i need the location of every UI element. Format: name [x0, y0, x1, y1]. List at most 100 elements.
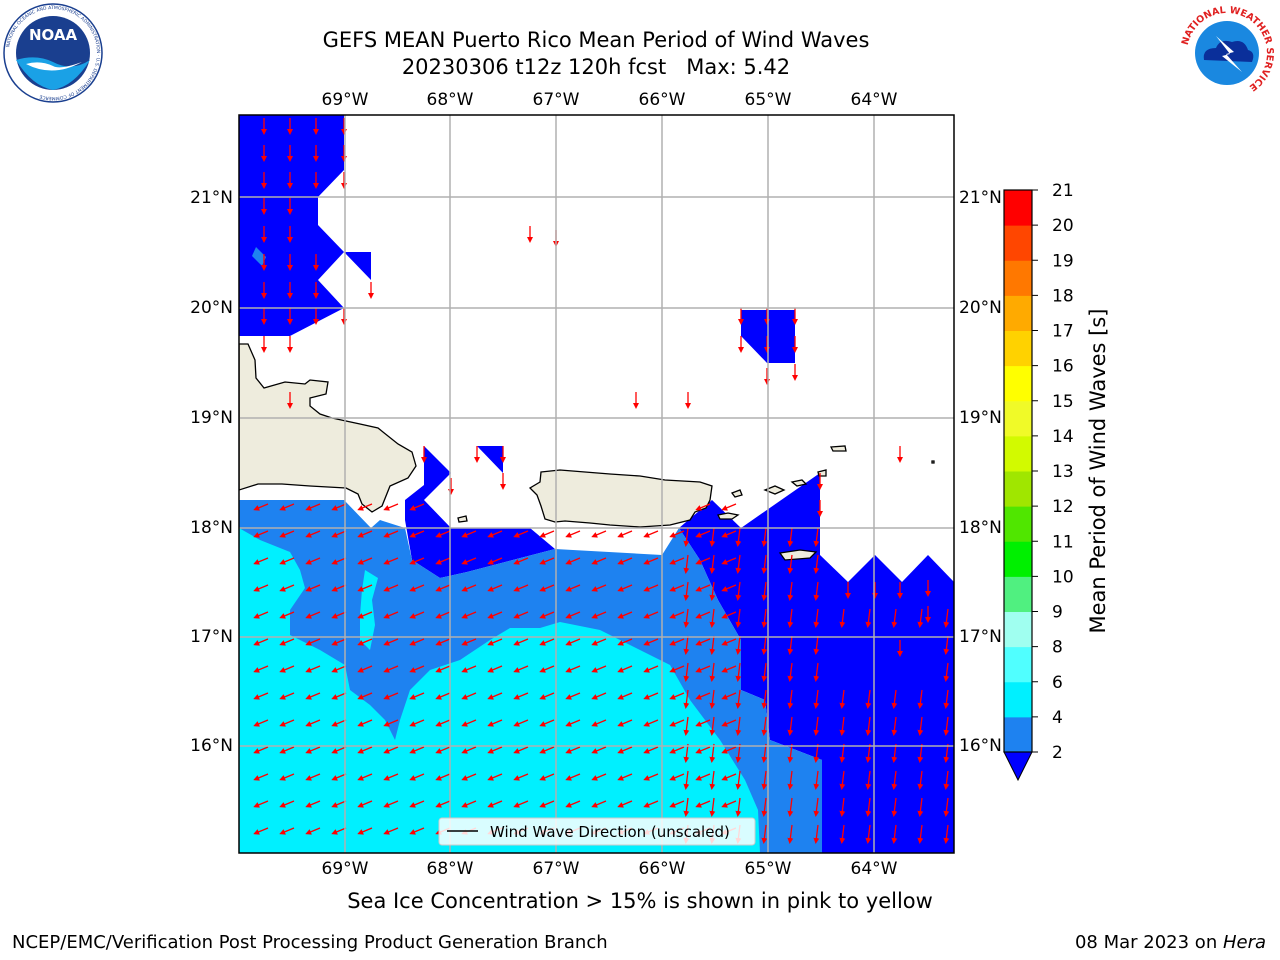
lat-tick-right: 19°N — [959, 408, 1002, 428]
wave-direction-arrow — [539, 584, 555, 592]
wave-direction-arrow — [617, 530, 633, 538]
wave-direction-arrow — [357, 557, 373, 565]
wave-direction-arrow — [943, 689, 950, 709]
wave-direction-arrow — [331, 584, 347, 592]
wave-direction-arrow — [513, 665, 529, 673]
wave-direction-arrow — [617, 611, 633, 619]
colorbar-tick-label: 10 — [1052, 567, 1074, 587]
wave-direction-arrow — [487, 611, 503, 619]
lon-tick-bottom: 66°W — [639, 859, 686, 879]
colorbar-tick-label: 9 — [1052, 603, 1063, 623]
period-4-6-region — [239, 528, 760, 853]
wave-direction-arrow — [565, 746, 581, 754]
wave-direction-arrow — [761, 662, 768, 682]
wave-direction-arrow — [253, 665, 269, 673]
wave-direction-arrow — [735, 689, 742, 709]
wave-direction-arrow — [305, 611, 321, 619]
wave-direction-arrow — [357, 611, 373, 619]
wave-direction-arrow — [787, 554, 794, 574]
wave-direction-arrow — [865, 689, 872, 709]
colorbar-tick-label: 17 — [1052, 322, 1074, 342]
wave-direction-arrow — [761, 635, 768, 655]
colorbar-segment — [1004, 646, 1032, 683]
wave-direction-arrow — [591, 638, 607, 646]
colorbar-tick-label: 16 — [1052, 357, 1074, 377]
wave-direction-arrow — [761, 554, 768, 574]
wave-direction-arrow — [331, 611, 347, 619]
wave-direction-arrow — [253, 557, 269, 565]
wave-direction-arrow — [409, 584, 425, 592]
wave-direction-arrow — [683, 689, 690, 709]
wave-direction-arrow — [279, 827, 295, 835]
map-gridlines — [239, 115, 954, 853]
wave-direction-arrow — [305, 773, 321, 781]
wave-direction-arrow — [279, 746, 295, 754]
wave-direction-arrow — [461, 665, 477, 673]
colorbar-tick-label: 2 — [1052, 743, 1063, 763]
wave-direction-arrow — [539, 530, 555, 538]
wave-direction-arrow — [643, 746, 659, 754]
noaa-logo: NOAA NATIONAL OCEANIC AND ATMOSPHERIC AD… — [3, 3, 103, 103]
wave-direction-arrow — [695, 584, 711, 592]
colorbar-tick-label: 8 — [1052, 638, 1063, 658]
wave-direction-arrow — [565, 584, 581, 592]
footer-date: 08 Mar 2023 on Hera — [1075, 932, 1266, 953]
colorbar-segment — [1004, 190, 1032, 226]
wave-direction-arrow — [357, 638, 373, 646]
wave-direction-arrow — [539, 800, 555, 808]
wave-direction-arrow — [709, 689, 716, 709]
map-frame — [238, 114, 955, 854]
colorbar-tick-label: 12 — [1052, 497, 1074, 517]
wave-direction-arrow — [253, 719, 269, 727]
wave-direction-arrow — [591, 800, 607, 808]
wave-direction-arrow — [565, 719, 581, 727]
lon-tick-bottom: 69°W — [322, 859, 369, 879]
wave-direction-arrow — [761, 716, 768, 736]
wave-direction-arrow — [253, 827, 269, 835]
wave-direction-arrow — [813, 581, 820, 601]
wave-direction-arrow — [253, 530, 269, 538]
wave-direction-arrow — [357, 692, 373, 700]
wave-direction-arrow — [617, 692, 633, 700]
wave-direction-arrow — [695, 530, 711, 538]
wave-direction-arrow — [539, 719, 555, 727]
colorbar-tick-label: 13 — [1052, 462, 1074, 482]
wave-direction-arrow — [565, 665, 581, 673]
colorbar-tick-label: 6 — [1052, 673, 1063, 693]
wave-direction-arrow — [305, 557, 321, 565]
wave-direction-arrow — [813, 608, 820, 628]
wave-direction-arrow — [787, 797, 794, 817]
wave-direction-arrow — [253, 692, 269, 700]
wave-direction-arrow — [305, 584, 321, 592]
wave-direction-arrow — [761, 797, 768, 817]
wave-direction-arrow — [787, 689, 794, 709]
colorbar-tick-label: 21 — [1052, 181, 1074, 201]
wave-direction-arrow — [487, 557, 503, 565]
wave-direction-arrow — [331, 557, 347, 565]
lon-tick-top: 69°W — [322, 90, 369, 110]
wave-direction-arrow — [513, 530, 529, 538]
wave-direction-arrow — [591, 665, 607, 673]
wave-direction-arrow — [565, 530, 581, 538]
colorbar-label: Mean Period of Wind Waves [s] — [1086, 309, 1110, 634]
wave-direction-arrow — [669, 584, 685, 592]
footer-credit: NCEP/EMC/Verification Post Processing Pr… — [12, 932, 608, 953]
wave-direction-arrow — [943, 770, 950, 790]
colorbar-tick-label: 4 — [1052, 708, 1063, 728]
wave-direction-arrow — [669, 611, 685, 619]
wave-direction-arrow — [721, 665, 737, 673]
wave-direction-arrow — [721, 584, 737, 592]
footer-host: Hera — [1222, 932, 1266, 953]
wave-direction-arrow — [279, 584, 295, 592]
colorbar-segment — [1004, 295, 1032, 331]
wave-direction-arrow — [917, 608, 924, 628]
lon-tick-bottom: 68°W — [427, 859, 474, 879]
culebra-island — [730, 489, 743, 498]
hispaniola-coast — [239, 343, 417, 513]
wave-direction-arrow — [565, 638, 581, 646]
wave-direction-arrow — [383, 746, 399, 754]
lat-tick-right: 18°N — [959, 518, 1002, 538]
wave-direction-arrow — [435, 665, 451, 673]
lon-tick-bottom: 67°W — [533, 859, 580, 879]
wave-direction-arrow — [383, 503, 399, 511]
